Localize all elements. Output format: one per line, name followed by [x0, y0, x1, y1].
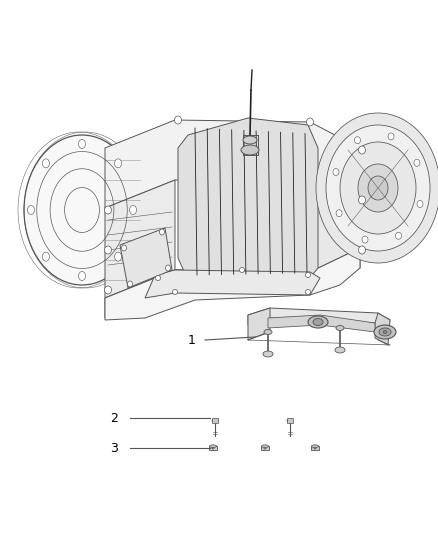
Polygon shape: [311, 446, 318, 450]
Ellipse shape: [307, 118, 314, 126]
Ellipse shape: [313, 319, 323, 326]
Polygon shape: [287, 418, 293, 423]
Ellipse shape: [414, 159, 420, 166]
Ellipse shape: [155, 276, 160, 280]
Polygon shape: [268, 315, 375, 332]
Ellipse shape: [314, 448, 316, 449]
Ellipse shape: [287, 419, 293, 423]
Polygon shape: [105, 248, 360, 318]
Ellipse shape: [121, 245, 127, 251]
Ellipse shape: [264, 448, 266, 449]
Ellipse shape: [42, 159, 49, 168]
Ellipse shape: [388, 133, 394, 140]
Polygon shape: [209, 446, 217, 450]
Ellipse shape: [173, 289, 177, 295]
Ellipse shape: [335, 347, 345, 353]
Ellipse shape: [115, 159, 122, 168]
Ellipse shape: [166, 265, 170, 271]
Ellipse shape: [358, 164, 398, 212]
Polygon shape: [105, 180, 175, 298]
Ellipse shape: [240, 268, 244, 272]
Ellipse shape: [316, 113, 438, 263]
Ellipse shape: [241, 145, 259, 155]
Ellipse shape: [115, 252, 122, 261]
Ellipse shape: [212, 448, 214, 449]
Polygon shape: [105, 248, 360, 320]
Ellipse shape: [243, 136, 257, 144]
Polygon shape: [145, 270, 320, 298]
Polygon shape: [375, 313, 390, 345]
Ellipse shape: [368, 176, 388, 200]
Ellipse shape: [78, 271, 85, 280]
Ellipse shape: [354, 137, 360, 144]
Text: 1: 1: [188, 334, 196, 346]
Ellipse shape: [305, 272, 311, 278]
Text: 3: 3: [110, 441, 118, 455]
Ellipse shape: [212, 419, 218, 423]
Ellipse shape: [78, 140, 85, 149]
Ellipse shape: [358, 196, 365, 204]
Ellipse shape: [24, 135, 140, 285]
Ellipse shape: [358, 246, 365, 254]
Ellipse shape: [264, 329, 272, 335]
Polygon shape: [261, 446, 268, 450]
Ellipse shape: [263, 351, 273, 357]
Ellipse shape: [174, 116, 181, 124]
Text: 2: 2: [110, 411, 118, 424]
Ellipse shape: [261, 445, 268, 448]
Ellipse shape: [383, 330, 387, 334]
Ellipse shape: [305, 289, 311, 295]
Polygon shape: [178, 118, 318, 280]
Ellipse shape: [417, 200, 423, 207]
Ellipse shape: [336, 209, 342, 217]
Polygon shape: [105, 120, 360, 210]
Ellipse shape: [209, 445, 217, 448]
Polygon shape: [248, 308, 270, 340]
Polygon shape: [120, 228, 172, 288]
Ellipse shape: [42, 252, 49, 261]
Ellipse shape: [159, 229, 165, 235]
Polygon shape: [310, 148, 360, 282]
Ellipse shape: [340, 142, 416, 234]
Ellipse shape: [105, 286, 112, 294]
Ellipse shape: [336, 326, 344, 330]
Ellipse shape: [130, 206, 137, 214]
Ellipse shape: [308, 316, 328, 328]
Ellipse shape: [379, 328, 391, 336]
Polygon shape: [212, 418, 218, 423]
Ellipse shape: [374, 325, 396, 339]
Ellipse shape: [127, 281, 133, 287]
Polygon shape: [248, 308, 390, 330]
Ellipse shape: [326, 125, 430, 251]
Ellipse shape: [362, 236, 368, 243]
Ellipse shape: [396, 232, 402, 239]
Ellipse shape: [333, 168, 339, 175]
Ellipse shape: [105, 246, 112, 254]
Ellipse shape: [28, 206, 35, 214]
Ellipse shape: [358, 146, 365, 154]
Ellipse shape: [105, 206, 112, 214]
Ellipse shape: [311, 445, 318, 448]
